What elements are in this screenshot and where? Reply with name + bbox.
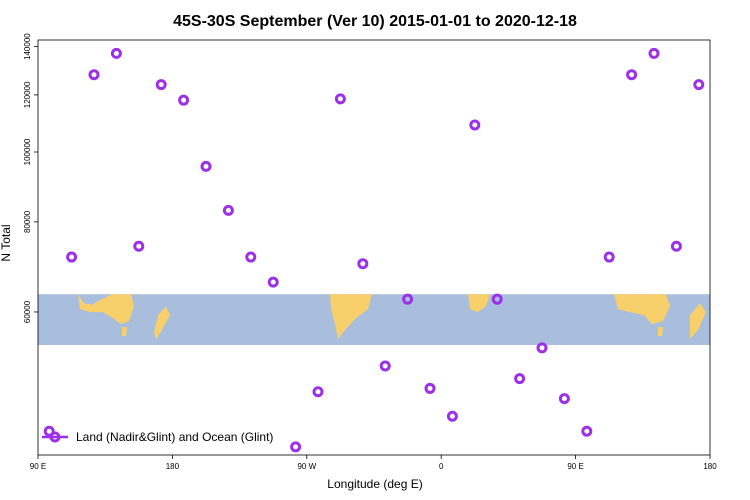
y-tick-label-3: 120000 [23,81,32,108]
data-point [536,342,548,354]
data-point [245,251,257,263]
data-point [267,276,279,288]
land-mass-3 [330,294,372,339]
plot-frame [37,39,711,456]
data-point [66,251,78,263]
data-point [290,441,302,453]
data-point [133,240,145,252]
data-point [626,69,638,81]
x-tick-label-5: 180 [703,462,717,471]
data-point [603,251,615,263]
data-point [558,393,570,405]
data-points [43,47,705,453]
data-point [693,79,705,91]
legend: Land (Nadir&Glint) and Ocean (Glint) [42,430,273,444]
data-point [424,382,436,394]
data-point [43,425,55,437]
y-tick-label-0: 60000 [23,300,32,323]
legend-marker [49,431,61,443]
chart-title: 45S-30S September (Ver 10) 2015-01-01 to… [173,13,577,30]
data-point [581,425,593,437]
land-mass-0 [78,294,134,325]
data-point [334,93,346,105]
data-point [469,119,481,131]
data-point [402,293,414,305]
legend-label: Land (Nadir&Glint) and Ocean (Glint) [76,430,273,444]
land-mass-5 [614,294,670,325]
x-tick-label-0: 90 E [30,462,46,471]
x-tick-label-1: 180 [166,462,180,471]
data-point [648,47,660,59]
data-point [178,94,190,106]
data-point [312,386,324,398]
data-point [379,360,391,372]
data-point [200,160,212,172]
land-mass-6 [658,327,663,336]
data-point [155,79,167,91]
x-tick-label-4: 90 E [567,462,583,471]
x-tick-label-3: 0 [439,462,444,471]
land-mass-1 [122,327,127,336]
land-mass-7 [690,303,706,339]
land-mass-2 [154,306,170,339]
data-point [670,240,682,252]
data-point [446,410,458,422]
data-point [357,258,369,270]
y-tick-label-1: 80000 [23,210,32,233]
data-point [222,204,234,216]
y-axis-label: N Total [0,224,13,261]
y-tick-label-2: 100000 [23,138,32,165]
map-band [38,294,710,345]
data-point [514,373,526,385]
y-tick-label-4: 140000 [23,33,32,60]
axes: 90 E 180 90 W 0 90 E 180 60000 80000 100000 12000… [23,33,717,471]
data-point [491,293,503,305]
land-mass-4 [468,294,490,313]
data-point [110,47,122,59]
ocean-band [38,294,710,345]
x-axis-label: Longitude (deg E) [327,477,422,491]
data-point [88,69,100,81]
x-tick-label-2: 90 W [297,462,316,471]
